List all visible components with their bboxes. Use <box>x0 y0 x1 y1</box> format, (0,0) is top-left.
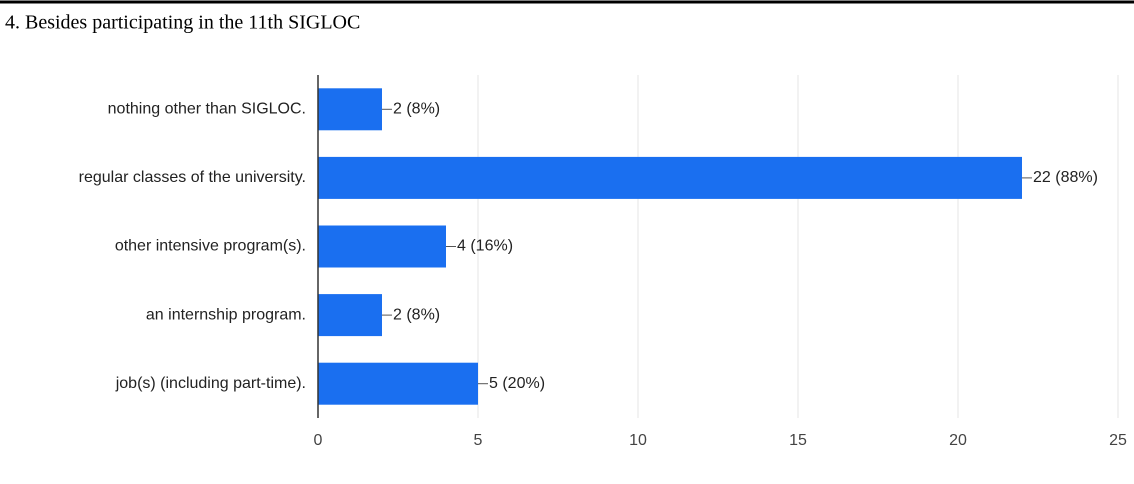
chart-title: 4. Besides participating in the 11th SIG… <box>5 12 360 34</box>
y-tick-label: nothing other than SIGLOC. <box>108 101 306 118</box>
bar <box>318 362 478 405</box>
y-tick-label: an internship program. <box>146 306 306 323</box>
bar <box>318 294 382 337</box>
value-label: 5 (20%) <box>489 375 545 392</box>
value-label: 2 (8%) <box>393 306 440 323</box>
y-tick-label: regular classes of the university. <box>79 169 306 186</box>
y-tick-label: other intensive program(s). <box>115 238 306 255</box>
x-tick-label: 5 <box>474 432 483 449</box>
x-tick-label: 20 <box>949 432 967 449</box>
x-tick-label: 0 <box>314 432 323 449</box>
y-tick-label: job(s) (including part-time). <box>115 375 306 392</box>
x-tick-label: 15 <box>789 432 807 449</box>
x-tick-label: 25 <box>1109 432 1127 449</box>
value-label: 4 (16%) <box>457 238 513 255</box>
bar <box>318 156 1022 199</box>
bar <box>318 225 446 268</box>
value-label: 22 (88%) <box>1033 169 1098 186</box>
bar <box>318 88 382 131</box>
value-label: 2 (8%) <box>393 101 440 118</box>
x-tick-label: 10 <box>629 432 647 449</box>
